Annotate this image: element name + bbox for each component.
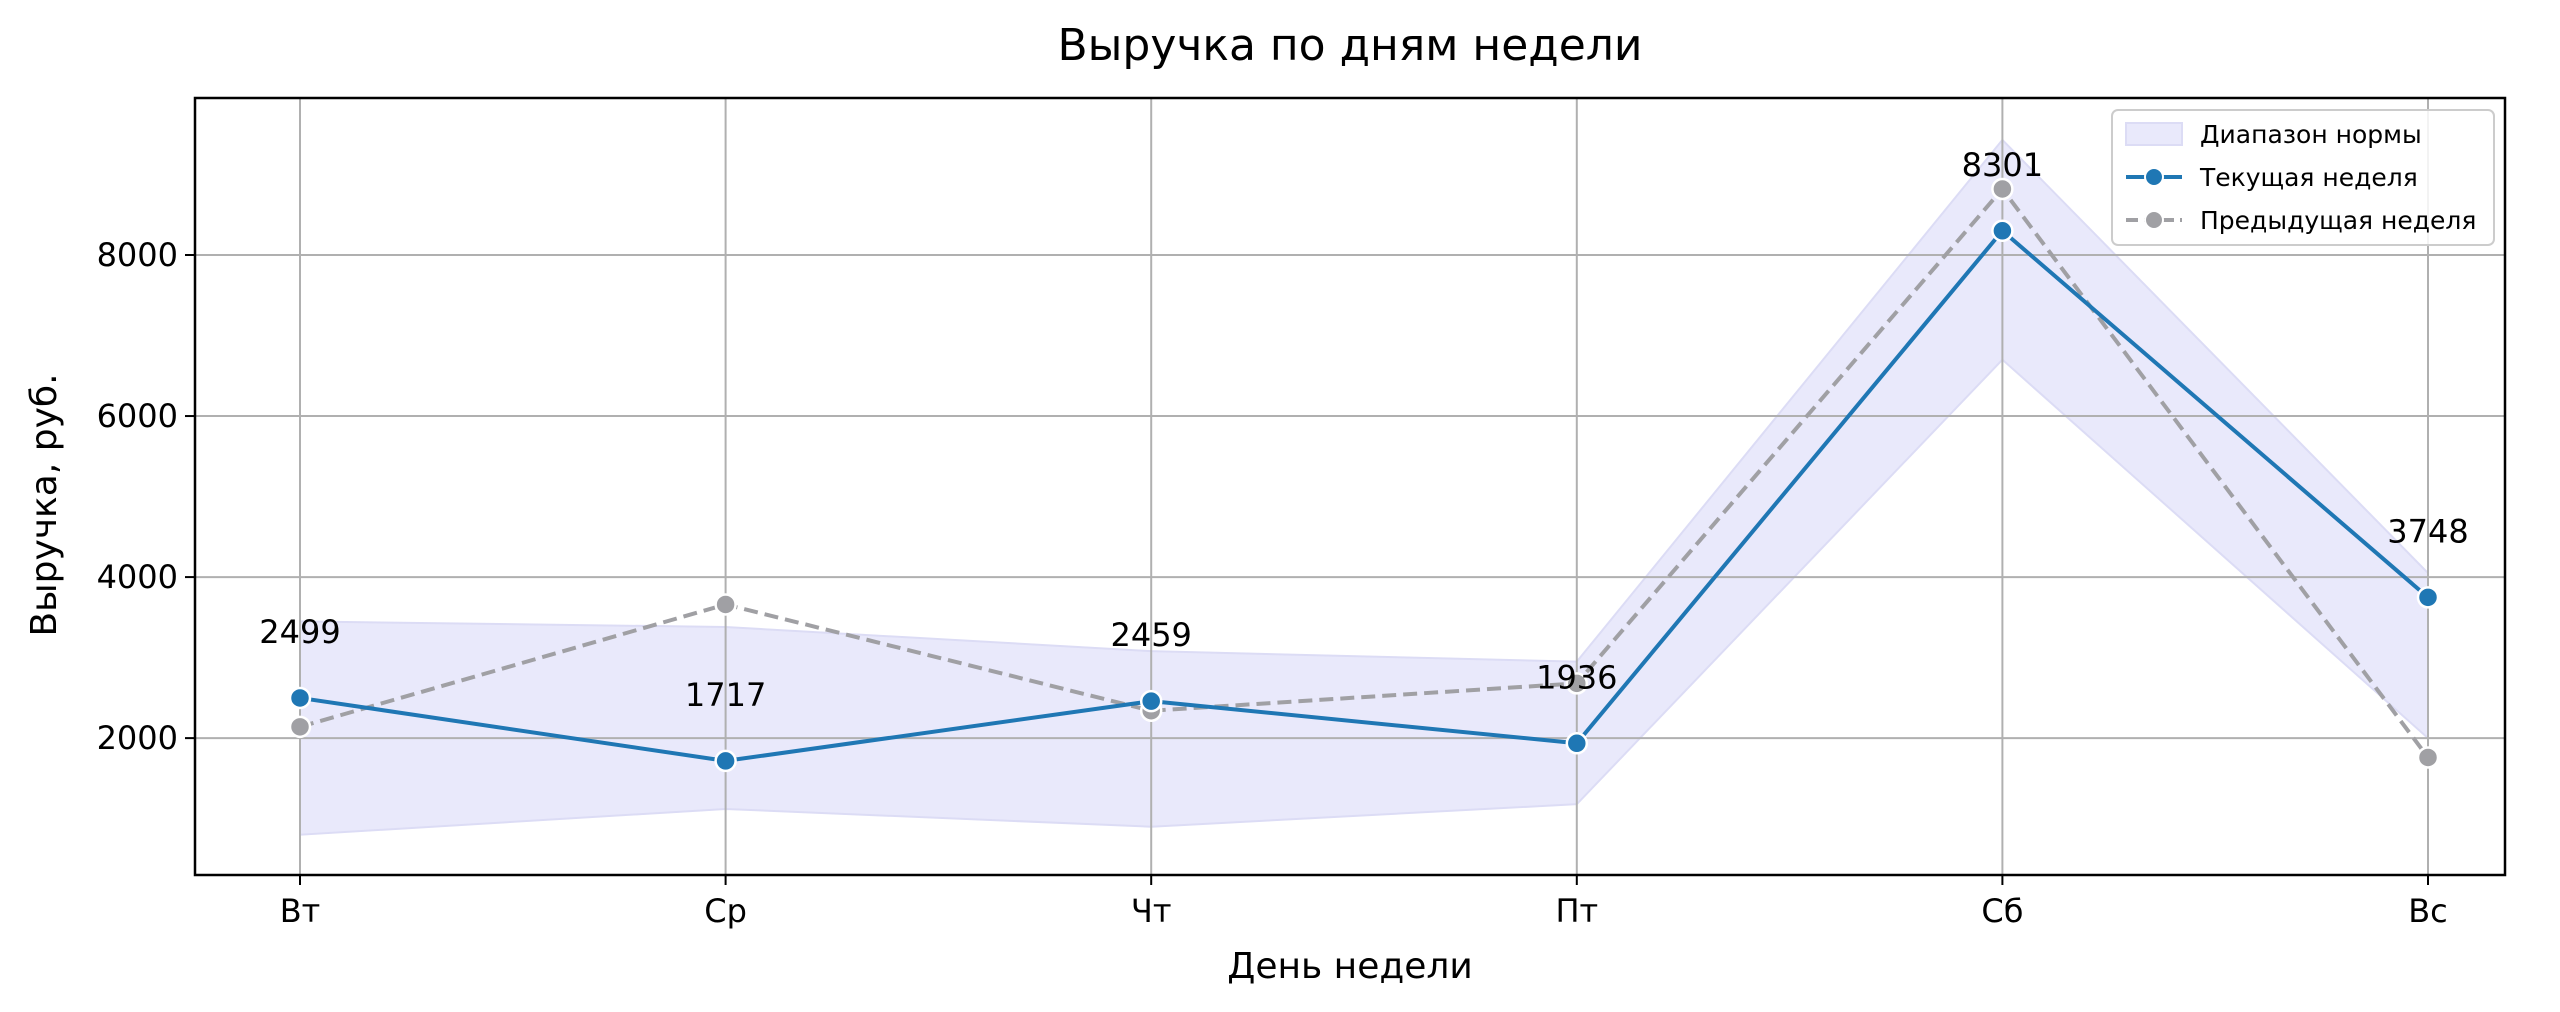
series-point-0 <box>714 749 737 773</box>
legend-box <box>2111 109 2495 246</box>
series-point-1 <box>1565 672 1589 695</box>
series-point-1 <box>2416 746 2440 769</box>
series-point-0 <box>1991 219 2014 243</box>
series-point-0 <box>1565 732 1589 755</box>
chart-title: Выручка по дням недели <box>1058 20 1643 71</box>
x-tick-label: Пт <box>1555 892 1598 930</box>
data-label: 2459 <box>1110 616 1191 654</box>
legend-entry-label: Диапазон нормы <box>2200 120 2422 149</box>
series-point-0 <box>288 686 312 710</box>
y-tick-label: 6000 <box>97 397 178 435</box>
legend-swatch-marker <box>2144 167 2164 187</box>
series-point-1 <box>714 593 737 616</box>
data-label: 3748 <box>2387 512 2468 550</box>
x-tick-label: Вс <box>2408 892 2448 930</box>
legend-entry-label: Текущая неделя <box>2199 163 2418 192</box>
band-normal-range <box>299 138 2429 836</box>
series-line-0 <box>299 228 2430 763</box>
y-tick-label: 2000 <box>97 719 178 757</box>
x-tick-label: Чт <box>1131 892 1172 930</box>
data-label: 1717 <box>685 676 766 714</box>
plot-area: 2499 1717 2459 1936 8301 3748 Вт Ср Чт Пт Сб Вс 2000… <box>97 96 2507 930</box>
data-label: 1936 <box>1536 658 1617 696</box>
series-point-0 <box>2416 586 2440 609</box>
legend-entry-label: Предыдущая неделя <box>2200 206 2476 235</box>
data-label: 8301 <box>1962 146 2043 184</box>
x-tick-label: Ср <box>704 892 747 930</box>
data-label: 2499 <box>259 613 340 651</box>
series-point-0 <box>1139 689 1163 713</box>
y-tick-label: 4000 <box>97 558 178 596</box>
y-axis-label: Выручка, руб. <box>24 373 65 636</box>
axes-frame <box>193 96 2507 877</box>
series-line-1 <box>299 186 2430 759</box>
legend: Диапазон нормы Текущая неделя Предыдущая н… <box>2111 109 2495 246</box>
x-tick-label: Вт <box>280 892 321 930</box>
series-point-1 <box>288 715 312 739</box>
legend-swatch-marker <box>2144 210 2164 230</box>
y-tick-label: 8000 <box>97 236 178 274</box>
x-tick-label: Сб <box>1981 892 2023 930</box>
legend-swatch-band <box>2125 122 2183 146</box>
x-axis-label: День недели <box>1227 946 1473 987</box>
series-point-1 <box>1991 177 2014 201</box>
